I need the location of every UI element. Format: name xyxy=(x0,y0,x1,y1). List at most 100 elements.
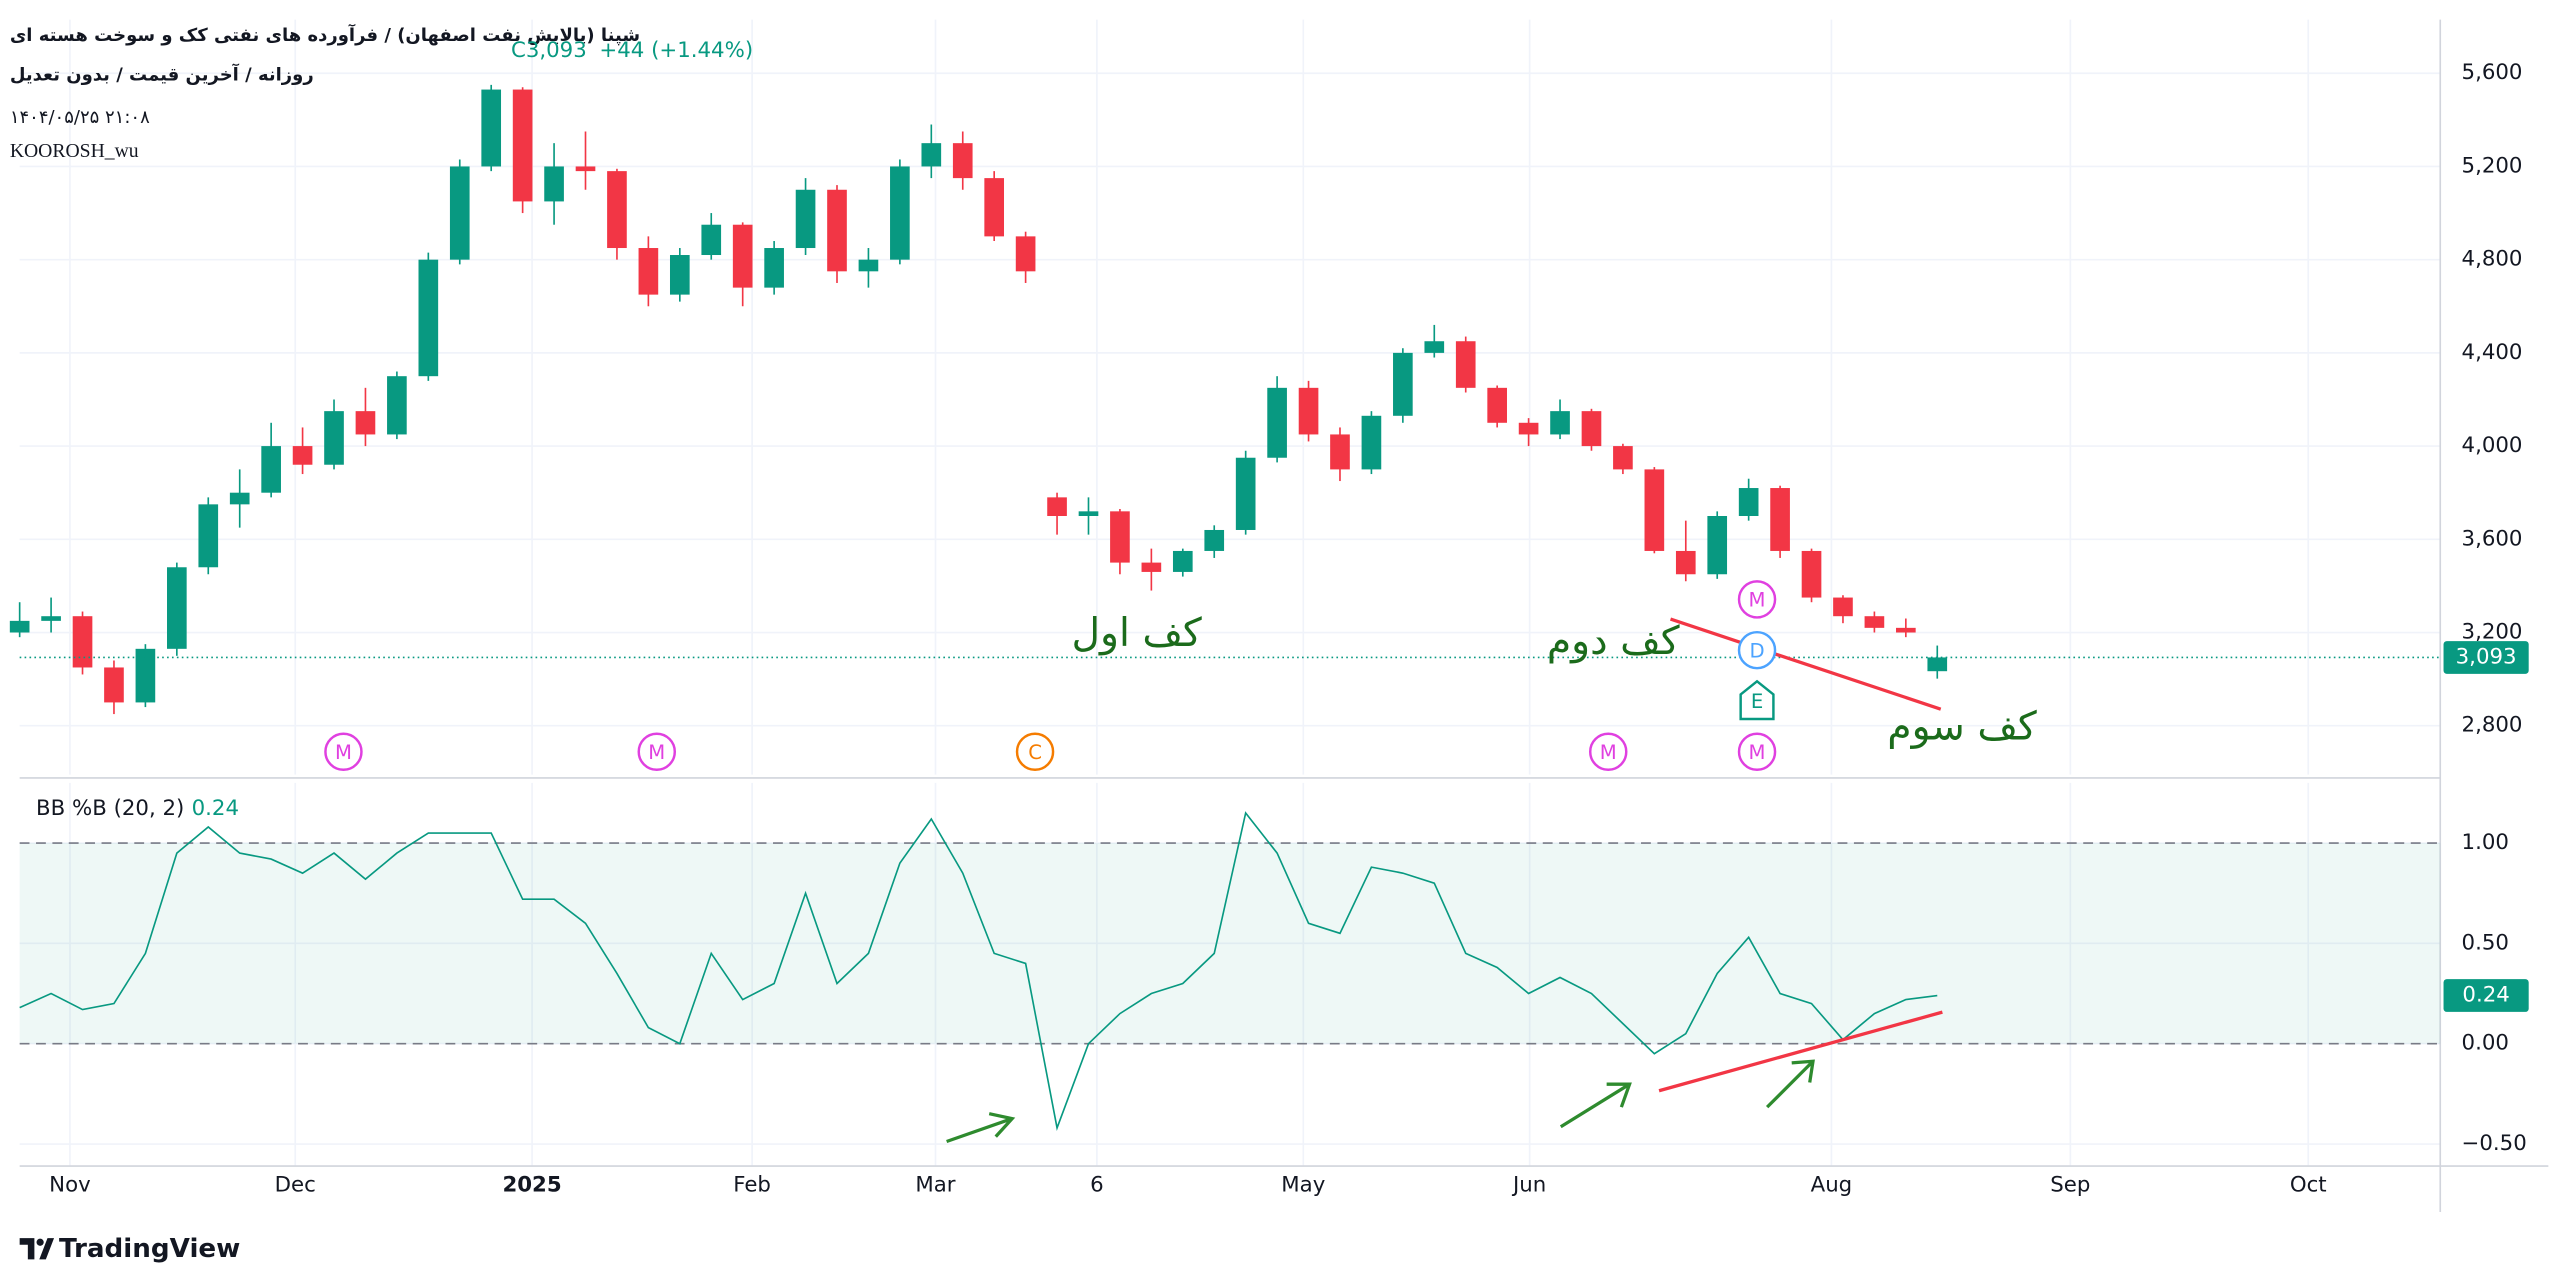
candle-body xyxy=(1738,488,1759,516)
candle-body xyxy=(858,259,879,272)
indicator-title: BB %B (20, 2) xyxy=(36,796,184,821)
close-label: C3,093 xyxy=(511,38,587,63)
date: ۱۴۰۴/۰۵/۲۵ ۲۱:۰۸ xyxy=(10,107,150,128)
candle-body xyxy=(1047,497,1067,516)
candle-body xyxy=(984,178,1005,237)
candle-body xyxy=(1833,597,1853,617)
marker xyxy=(1015,732,1055,771)
candle-body xyxy=(41,616,61,621)
candle-body xyxy=(1770,488,1790,551)
candle-body xyxy=(1393,352,1413,416)
candle-body xyxy=(1361,415,1382,470)
candle-body xyxy=(1487,387,1507,423)
y-tick-label: 3,200 xyxy=(2462,620,2523,645)
change-label: +44 (+1.44%) xyxy=(599,38,753,63)
candle-body xyxy=(198,504,219,568)
candle-body xyxy=(1675,550,1696,575)
candle-body xyxy=(575,166,596,172)
candle-body xyxy=(1864,616,1885,628)
candle-body xyxy=(732,224,753,288)
marker xyxy=(1588,732,1628,771)
candle-body xyxy=(167,567,187,649)
band-fill xyxy=(19,843,2441,1044)
candle-body xyxy=(387,376,407,435)
candle-body xyxy=(418,259,439,377)
candle-body xyxy=(449,166,470,260)
candle-body xyxy=(104,667,124,703)
candle-body xyxy=(638,248,659,295)
candle-body xyxy=(952,143,973,179)
candle-body xyxy=(1927,657,1948,672)
candle-body xyxy=(1581,411,1602,447)
chart-title: شپنا (پالایش نفت اصفهان) / فرآورده های ن… xyxy=(10,23,640,46)
candle-body xyxy=(890,166,910,260)
value-badge-label: 0.24 xyxy=(2462,983,2509,1008)
marker xyxy=(1737,630,1777,670)
subtitle: روزانه / آخرین قیمت / بدون تعدیل xyxy=(10,62,314,85)
candle-body xyxy=(544,166,564,202)
annotation: کف دوم xyxy=(1547,619,1680,664)
x-tick-label: Jun xyxy=(1511,1173,1546,1198)
y-tick-label: 4,800 xyxy=(2462,247,2523,272)
candle-body xyxy=(1298,387,1319,435)
arrow xyxy=(946,1112,1016,1144)
candle-body xyxy=(921,143,942,167)
candle-body xyxy=(669,255,690,295)
annotation: کف سوم xyxy=(1887,704,2037,749)
y-tick-label: −0.50 xyxy=(2462,1131,2527,1156)
marker-label: D xyxy=(1749,639,1764,662)
candle-body xyxy=(1455,341,1476,388)
marker-label: M xyxy=(1749,741,1766,764)
logo xyxy=(19,1238,55,1260)
last-price-badge xyxy=(2443,641,2529,674)
logo-icon xyxy=(19,1238,55,1260)
marker xyxy=(1737,580,1777,619)
y-tick-label: 2,800 xyxy=(2462,713,2523,738)
marker-label: M xyxy=(335,741,352,764)
candle-body xyxy=(9,620,30,633)
last-price-label: 3,093 xyxy=(2456,644,2517,669)
trend-line xyxy=(1669,617,1942,711)
candle-body xyxy=(607,171,627,249)
x-tick-label: Aug xyxy=(1811,1173,1853,1198)
candle-body xyxy=(1141,562,1162,572)
candle-body xyxy=(261,446,281,493)
candle-body xyxy=(1644,469,1665,551)
candle-body xyxy=(1172,550,1193,572)
candle-body xyxy=(1330,434,1350,470)
y-tick-label: 4,400 xyxy=(2462,340,2523,365)
candle-body xyxy=(481,89,502,167)
trend-line xyxy=(1658,1010,1943,1093)
candle-body xyxy=(764,248,784,288)
marker xyxy=(637,732,677,771)
candle-body xyxy=(1235,457,1256,530)
candle-body xyxy=(1613,446,1633,470)
x-tick-label: Mar xyxy=(915,1173,955,1198)
arrows xyxy=(946,1059,1815,1144)
annotation: کف اول xyxy=(1071,611,1202,656)
author: KOOROSH_wu xyxy=(10,140,139,162)
y-tick-label: 5,600 xyxy=(2462,60,2523,85)
candle-body xyxy=(795,189,816,249)
indicator-value: 0.24 xyxy=(192,796,239,821)
candle-body xyxy=(1518,422,1539,435)
x-tick-label: May xyxy=(1281,1173,1325,1198)
marker-label: C xyxy=(1028,741,1042,764)
y-tick-label: 3,600 xyxy=(2462,526,2523,551)
arrow xyxy=(1559,1082,1632,1129)
candle-body xyxy=(1896,627,1916,633)
marker xyxy=(324,732,363,771)
candle-body xyxy=(135,648,156,703)
candle-body xyxy=(1801,550,1822,598)
y-tick-label: 0.00 xyxy=(2462,1031,2509,1056)
value-badge xyxy=(2443,979,2529,1012)
marker-label: E xyxy=(1751,690,1763,713)
y-tick-label: 1.00 xyxy=(2462,830,2509,855)
candle-body xyxy=(355,411,376,435)
candle-body xyxy=(292,446,313,465)
x-tick-label: Dec xyxy=(275,1173,316,1198)
brand: TradingView xyxy=(59,1234,240,1264)
candle-body xyxy=(512,89,533,202)
candle-body xyxy=(1550,411,1570,435)
